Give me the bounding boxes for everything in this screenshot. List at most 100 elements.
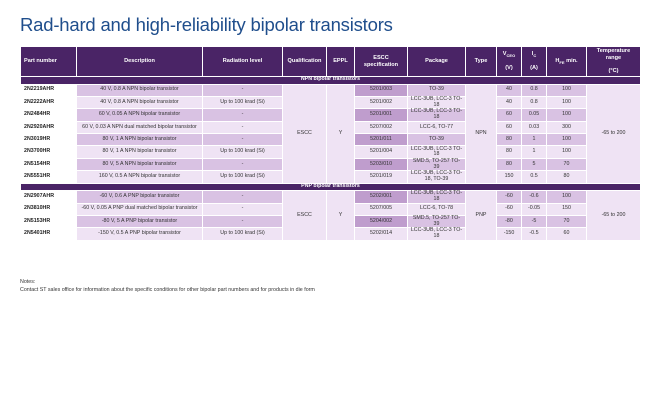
part-number-cell: 2N2907AHR [20, 190, 77, 204]
col-package: Package [407, 46, 466, 77]
ic-cell: 0.8 [521, 83, 547, 97]
ic-cell: -0.05 [521, 202, 547, 216]
radiation-cell: Up to 100 krad (Si) [202, 145, 283, 159]
ic-symbol: I [531, 50, 534, 57]
notes-text: Contact ST sales office for information … [20, 287, 315, 294]
col-vceo: VCEO (V) [496, 46, 522, 77]
col-type: Type [465, 46, 497, 77]
qualification-cell: ESCC [282, 83, 327, 184]
table-row: 2N3810HR -60 V, 0.05 A PNP dual matched … [20, 202, 641, 216]
hfe-cell: 150 [546, 202, 587, 216]
table-row: 2N5154HR 80 V, 5 A NPN bipolar transisto… [20, 157, 641, 172]
vceo-cell: 80 [496, 145, 522, 159]
escc-cell: 5201/011 [354, 133, 408, 147]
ic-subscript: C [533, 53, 537, 59]
temp-label: Temperature range [596, 47, 631, 61]
table-row: 2N5401HR -150 V, 0.5 A PNP bipolar trans… [20, 227, 641, 241]
package-cell: LCC-6, TO-77 [407, 120, 466, 135]
group-label-pnp: PNP bipolar transistors [20, 182, 641, 192]
radiation-cell: - [202, 108, 283, 122]
hfe-cell: 100 [546, 145, 587, 159]
hfe-cell: 100 [546, 83, 587, 97]
package-cell: TO-39 [407, 133, 466, 147]
radiation-cell: - [202, 133, 283, 147]
package-cell: LCC-3UB, LCC-3 TO-18, TO-39 [407, 170, 466, 184]
col-description: Description [76, 46, 203, 77]
description-cell: 160 V, 0.5 A NPN bipolar transistor [76, 170, 203, 184]
temp-unit: (°C) [608, 68, 619, 75]
radiation-cell: - [202, 120, 283, 135]
col-hfe-min: HFE min. [546, 46, 587, 77]
ic-cell: 0.8 [521, 95, 547, 110]
ic-cell: -5 [521, 214, 547, 229]
part-number-cell: 2N2219AHR [20, 83, 77, 97]
vceo-cell: -150 [496, 227, 522, 241]
vceo-cell: 40 [496, 95, 522, 110]
ic-cell: -0.6 [521, 190, 547, 204]
part-number-cell: 2N3810HR [20, 202, 77, 216]
vceo-cell: 80 [496, 157, 522, 172]
escc-cell: 5201/002 [354, 95, 408, 110]
radiation-cell: - [202, 190, 283, 204]
escc-cell: 5201/004 [354, 145, 408, 159]
table-row: 2N3019HR 80 V, 1 A NPN bipolar transisto… [20, 133, 641, 147]
description-cell: 80 V, 1 A NPN bipolar transistor [76, 133, 203, 147]
hfe-cell: 100 [546, 133, 587, 147]
radiation-cell: - [202, 202, 283, 216]
escc-cell: 5202/001 [354, 190, 408, 204]
radiation-cell: Up to 100 krad (Si) [202, 170, 283, 184]
part-number-cell: 2N2484HR [20, 108, 77, 122]
part-number-cell: 2N5153HR [20, 214, 77, 229]
ic-cell: 1 [521, 133, 547, 147]
part-number-cell: 2N5154HR [20, 157, 77, 172]
description-cell: 80 V, 5 A NPN bipolar transistor [76, 157, 203, 172]
ic-cell: 5 [521, 157, 547, 172]
vceo-unit: (V) [505, 65, 513, 72]
radiation-cell: Up to 100 krad (Si) [202, 95, 283, 110]
col-radiation-level: Radiation level [202, 46, 283, 77]
escc-cell: 5204/002 [354, 214, 408, 229]
page-title: Rad-hard and high-reliability bipolar tr… [20, 14, 393, 35]
package-cell: LCC-3UB, LCC-3 TO-18 [407, 227, 466, 241]
description-cell: 40 V, 0.8 A NPN bipolar transistor [76, 83, 203, 97]
package-cell: TO-39 [407, 83, 466, 97]
description-cell: -80 V, 5 A PNP bipolar transistor [76, 214, 203, 229]
radiation-cell: Up to 100 krad (Si) [202, 227, 283, 241]
radiation-cell: - [202, 157, 283, 172]
notes-heading: Notes: [20, 279, 36, 285]
type-cell: PNP [465, 190, 497, 241]
escc-cell: 5202/014 [354, 227, 408, 241]
escc-cell: 5207/002 [354, 120, 408, 135]
vceo-subscript: CEO [506, 53, 516, 59]
description-cell: 60 V, 0.03 A NPN dual matched bipolar tr… [76, 120, 203, 135]
ic-cell: 1 [521, 145, 547, 159]
radiation-cell: - [202, 83, 283, 97]
package-cell: LCC-3UB, LCC-3 TO-18 [407, 108, 466, 122]
package-cell: LCC-6, TO-78 [407, 202, 466, 216]
ic-cell: 0.5 [521, 170, 547, 184]
package-cell: LCC-3UB, LCC-3 TO-18 [407, 95, 466, 110]
hfe-subscript: FE [559, 60, 565, 66]
hfe-cell: 100 [546, 108, 587, 122]
part-number-cell: 2N3700HR [20, 145, 77, 159]
description-cell: 60 V, 0.05 A NPN bipolar transistor [76, 108, 203, 122]
table-row: 2N2920AHR 60 V, 0.03 A NPN dual matched … [20, 120, 641, 135]
escc-cell: 5201/003 [354, 83, 408, 97]
hfe-symbol: H [555, 57, 560, 64]
hfe-suffix: min. [564, 57, 578, 64]
description-cell: -150 V, 0.5 A PNP bipolar transistor [76, 227, 203, 241]
hfe-cell: 70 [546, 157, 587, 172]
escc-cell: 5201/001 [354, 108, 408, 122]
hfe-cell: 100 [546, 95, 587, 110]
vceo-cell: -80 [496, 214, 522, 229]
part-number-cell: 2N5401HR [20, 227, 77, 241]
hfe-cell: 70 [546, 214, 587, 229]
description-cell: 40 V, 0.8 A NPN bipolar transistor [76, 95, 203, 110]
hfe-cell: 100 [546, 190, 587, 204]
hfe-cell: 300 [546, 120, 587, 135]
table-row: 2N2219AHR 40 V, 0.8 A NPN bipolar transi… [20, 83, 641, 184]
part-number-cell: 2N2222AHR [20, 95, 77, 110]
col-escc-specification: ESCC specification [354, 46, 408, 77]
ic-cell: -0.5 [521, 227, 547, 241]
description-cell: -60 V, 0.6 A PNP bipolar transistor [76, 190, 203, 204]
